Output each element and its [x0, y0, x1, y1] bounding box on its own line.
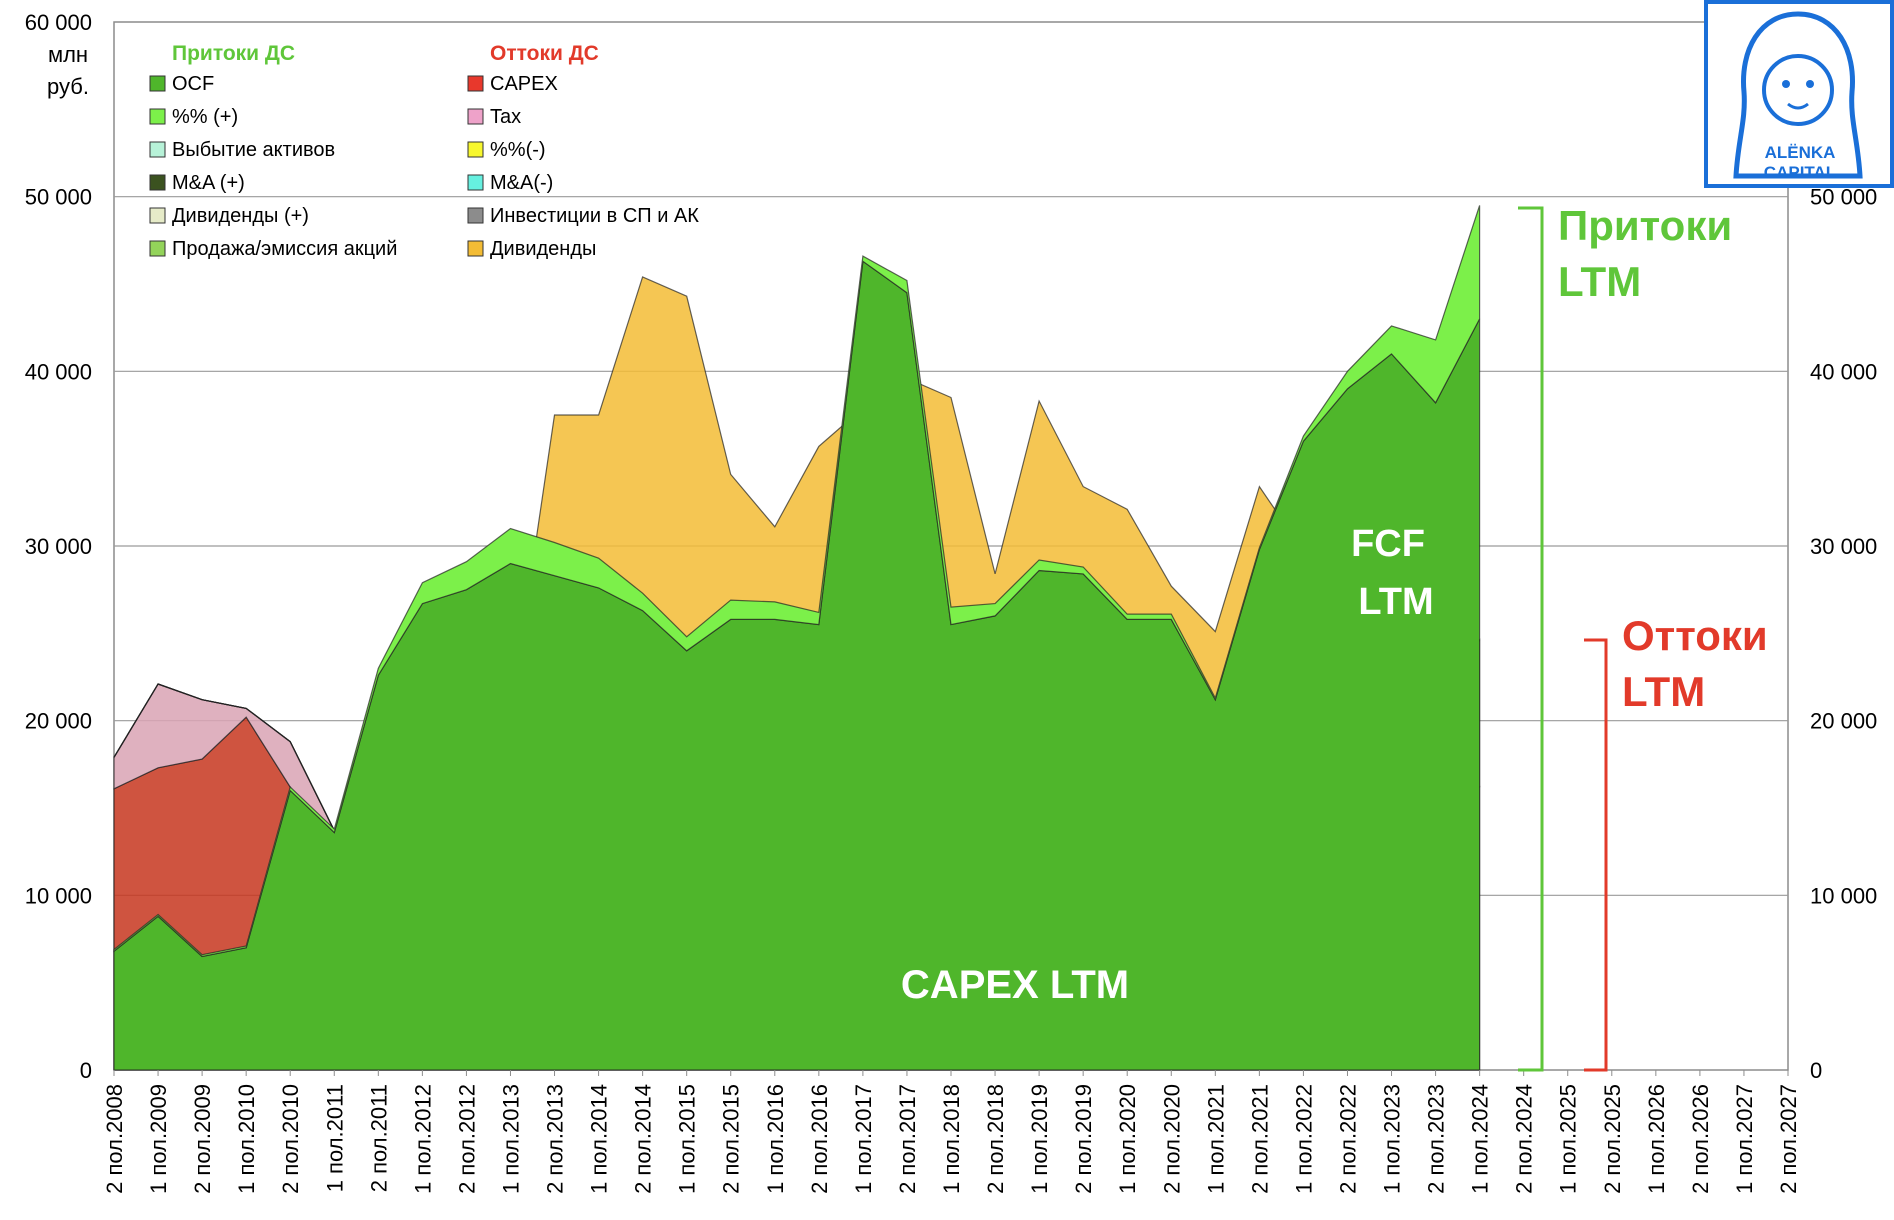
- annotation-inflows-ltm: LTM: [1558, 258, 1641, 305]
- x-tick-label: 2 пол.2018: [983, 1084, 1008, 1194]
- legend-entry: Дивиденды: [490, 238, 596, 260]
- x-tick-label: 2 пол.2019: [1071, 1084, 1096, 1194]
- x-axis-ticks: 2 пол.2008 1 пол.2009 2 пол.2009 1 пол.2010…: [102, 1070, 1801, 1194]
- legend-entry: Tax: [490, 106, 521, 128]
- outflows-bracket: [1584, 638, 1608, 1072]
- legend-swatch: [467, 141, 484, 158]
- y-tick-label-left: 60 000: [25, 10, 92, 35]
- matryoshka-icon: [1733, 11, 1863, 179]
- legend-entry: M&A(-): [490, 172, 553, 194]
- x-tick-label: 1 пол.2017: [851, 1084, 876, 1194]
- y-tick-label-right: 30 000: [1810, 534, 1877, 559]
- x-tick-label: 2 пол.2020: [1159, 1084, 1184, 1194]
- x-tick-label: 1 пол.2027: [1732, 1084, 1757, 1194]
- x-tick-label: 1 пол.2013: [498, 1084, 523, 1194]
- annotation-fcf-ltm: LTM: [1358, 581, 1433, 623]
- x-tick-label: 2 пол.2016: [807, 1084, 832, 1194]
- x-tick-label: 2 пол.2014: [631, 1084, 656, 1194]
- y-tick-label-left: 0: [80, 1058, 92, 1083]
- x-tick-label: 2 пол.2017: [895, 1084, 920, 1194]
- x-tick-label: 1 пол.2020: [1115, 1084, 1140, 1194]
- y-tick-label-right: 0: [1810, 1058, 1822, 1083]
- y-axis-label-line1: млн: [48, 42, 88, 67]
- legend-entry: M&A (+): [172, 172, 245, 194]
- x-tick-label: 2 пол.2025: [1600, 1084, 1625, 1194]
- legend-entry: CAPEX: [490, 73, 558, 95]
- x-tick-label: 2 пол.2026: [1688, 1084, 1713, 1194]
- legend-entry: %%(-): [490, 139, 546, 161]
- legend-inflows-title: Притоки ДС: [172, 42, 295, 65]
- legend-entry: Выбытие активов: [172, 139, 335, 161]
- y-tick-label-right: 50 000: [1810, 185, 1877, 210]
- y-tick-label-right: 20 000: [1810, 709, 1877, 734]
- x-tick-label: 2 пол.2022: [1335, 1084, 1360, 1194]
- x-tick-label: 1 пол.2022: [1291, 1084, 1316, 1194]
- annotation-fcf: FCF: [1351, 523, 1425, 565]
- legend-entry: Дивиденды (+): [172, 205, 309, 227]
- x-tick-label: 1 пол.2024: [1468, 1084, 1493, 1194]
- legend-swatch: [149, 141, 166, 158]
- legend-swatch: [467, 207, 484, 224]
- x-tick-label: 1 пол.2018: [939, 1084, 964, 1194]
- legend-swatch: [149, 174, 166, 191]
- y-axis-right-ticks: 0 10 000 20 000 30 000 40 000 50 000: [1810, 185, 1877, 1083]
- y-tick-label-left: 40 000: [25, 359, 92, 384]
- legend-entry: Инвестиции в СП и АК: [490, 205, 699, 227]
- legend-entry: %% (+): [172, 106, 238, 128]
- legend-outflows-title: Оттоки ДС: [490, 42, 599, 65]
- legend-swatch: [149, 108, 166, 125]
- y-tick-label-left: 30 000: [25, 534, 92, 559]
- x-tick-label: 2 пол.2011: [366, 1084, 391, 1192]
- y-tick-label-right: 40 000: [1810, 359, 1877, 384]
- annotation-outflows-ltm: LTM: [1622, 668, 1705, 715]
- x-tick-label: 2 пол.2012: [454, 1084, 479, 1194]
- x-tick-label: 1 пол.2011: [322, 1084, 347, 1192]
- legend-swatch: [467, 75, 484, 92]
- x-tick-label: 1 пол.2026: [1644, 1084, 1669, 1194]
- logo-line2: CAPITAL: [1764, 163, 1836, 182]
- x-tick-label: 2 пол.2015: [719, 1084, 744, 1194]
- x-tick-label: 2 пол.2024: [1512, 1084, 1537, 1194]
- x-tick-label: 1 пол.2021: [1203, 1084, 1228, 1194]
- x-tick-label: 2 пол.2009: [190, 1084, 215, 1194]
- legend-swatch: [467, 174, 484, 191]
- inflows-bracket: [1518, 206, 1544, 1072]
- x-tick-label: 2 пол.2027: [1776, 1084, 1801, 1194]
- y-tick-label-right: 10 000: [1810, 883, 1877, 908]
- area-series--: [113, 205, 1481, 958]
- x-tick-label: 2 пол.2021: [1247, 1084, 1272, 1194]
- x-tick-label: 2 пол.2013: [543, 1084, 568, 1194]
- annotation-capex-ltm: CAPEX LTM: [901, 963, 1129, 1007]
- x-tick-label: 1 пол.2014: [587, 1084, 612, 1194]
- y-axis-left-ticks: 0 10 000 20 000 30 000 40 000 50 000 60 000: [25, 10, 92, 1083]
- legend-swatch: [149, 75, 166, 92]
- y-tick-label-left: 10 000: [25, 883, 92, 908]
- legend: Притоки ДС Оттоки ДС OCF %% (+) Выбытие ак…: [149, 42, 699, 260]
- legend-swatch: [467, 240, 484, 257]
- annotation-inflows: Притоки: [1558, 202, 1732, 249]
- y-axis-label-line2: руб.: [47, 74, 89, 99]
- x-tick-label: 1 пол.2012: [410, 1084, 435, 1194]
- x-tick-label: 2 пол.2008: [102, 1084, 127, 1194]
- x-tick-label: 1 пол.2025: [1556, 1084, 1581, 1194]
- logo-line1: ALЁNKA: [1765, 143, 1836, 162]
- x-tick-label: 2 пол.2023: [1424, 1084, 1449, 1194]
- x-tick-label: 1 пол.2015: [675, 1084, 700, 1194]
- x-tick-label: 2 пол.2010: [278, 1084, 303, 1194]
- legend-swatch: [149, 207, 166, 224]
- legend-entry: Продажа/эмиссия акций: [172, 238, 397, 260]
- annotation-outflows: Оттоки: [1622, 612, 1768, 659]
- x-tick-label: 1 пол.2010: [234, 1084, 259, 1194]
- alenka-capital-logo: ALЁNKA CAPITAL: [1704, 0, 1894, 188]
- x-tick-label: 1 пол.2009: [146, 1084, 171, 1194]
- y-tick-label-left: 50 000: [25, 185, 92, 210]
- x-tick-label: 1 пол.2016: [763, 1084, 788, 1194]
- legend-entry: OCF: [172, 73, 214, 95]
- x-tick-label: 1 пол.2019: [1027, 1084, 1052, 1194]
- legend-swatch: [149, 240, 166, 257]
- legend-swatch: [467, 108, 484, 125]
- y-tick-label-left: 20 000: [25, 709, 92, 734]
- x-tick-label: 1 пол.2023: [1380, 1084, 1405, 1194]
